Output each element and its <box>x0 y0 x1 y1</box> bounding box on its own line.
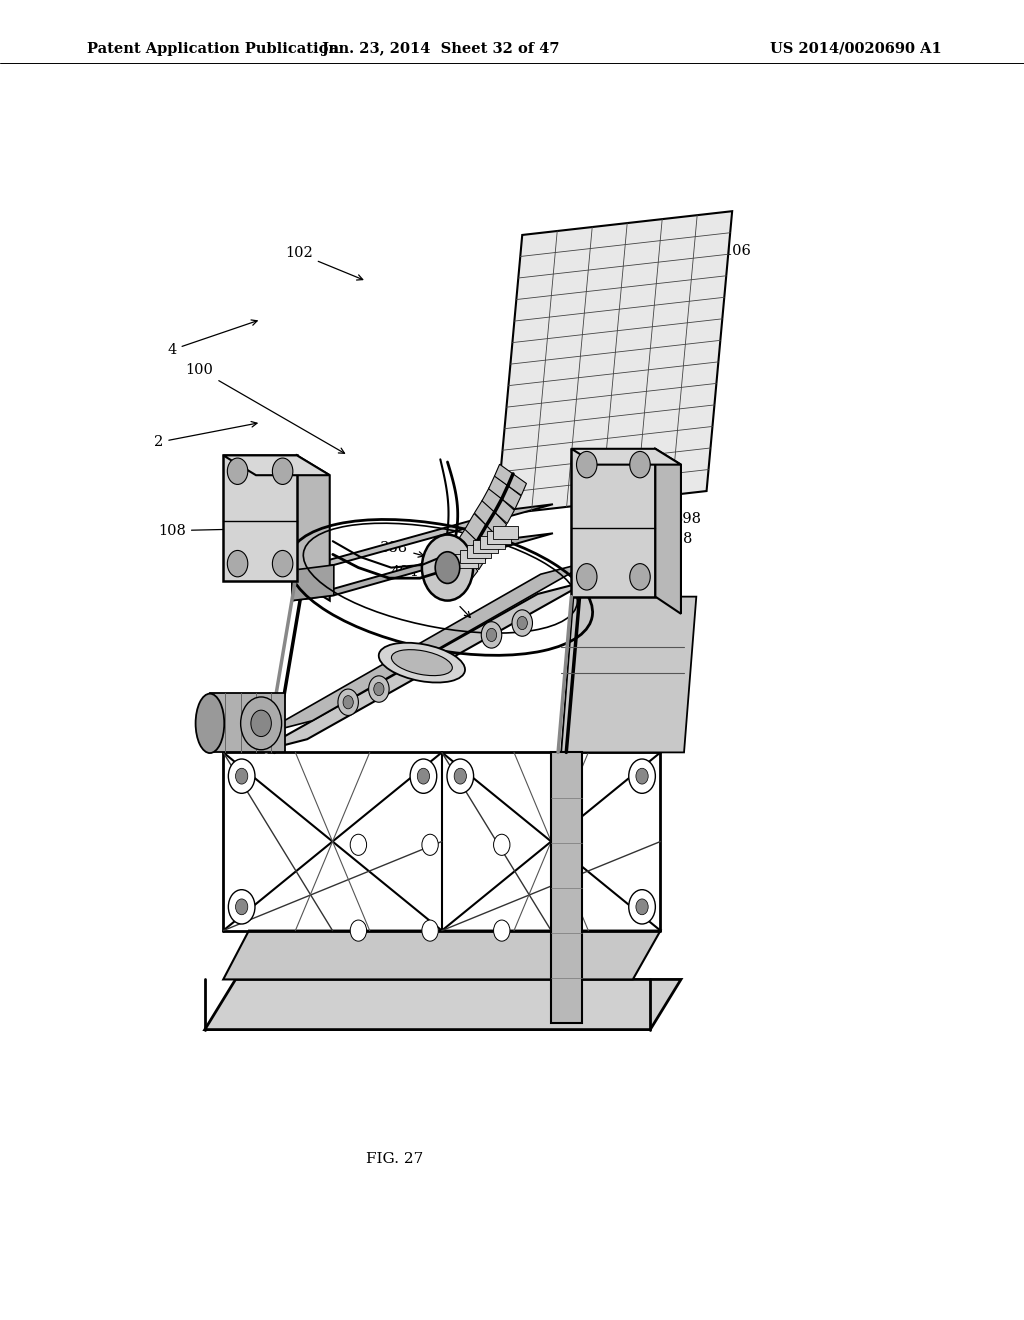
Circle shape <box>494 920 510 941</box>
Circle shape <box>338 689 358 715</box>
Circle shape <box>227 550 248 577</box>
Circle shape <box>629 759 655 793</box>
Polygon shape <box>455 528 489 570</box>
Text: 398: 398 <box>641 512 702 525</box>
Polygon shape <box>292 565 334 601</box>
Polygon shape <box>465 513 499 553</box>
Text: 108: 108 <box>158 524 285 537</box>
Circle shape <box>410 759 436 793</box>
Polygon shape <box>497 211 732 515</box>
Circle shape <box>577 451 597 478</box>
Circle shape <box>236 768 248 784</box>
Circle shape <box>630 564 650 590</box>
Circle shape <box>228 890 255 924</box>
Circle shape <box>343 696 353 709</box>
Circle shape <box>636 899 648 915</box>
Circle shape <box>517 616 527 630</box>
Text: 100: 100 <box>185 363 344 453</box>
Circle shape <box>369 676 389 702</box>
Polygon shape <box>655 449 681 614</box>
Ellipse shape <box>391 649 453 676</box>
Circle shape <box>251 710 271 737</box>
Polygon shape <box>223 455 297 581</box>
Text: 386: 386 <box>649 471 702 484</box>
Text: 6: 6 <box>445 590 470 618</box>
Polygon shape <box>454 554 478 568</box>
Circle shape <box>236 899 248 915</box>
Circle shape <box>272 550 293 577</box>
Polygon shape <box>571 449 655 597</box>
Polygon shape <box>551 752 582 1023</box>
Circle shape <box>374 682 384 696</box>
Polygon shape <box>205 979 681 1030</box>
Ellipse shape <box>196 694 224 752</box>
Polygon shape <box>486 531 511 544</box>
Circle shape <box>636 768 648 784</box>
Circle shape <box>494 834 510 855</box>
Circle shape <box>629 890 655 924</box>
Polygon shape <box>494 527 518 540</box>
Polygon shape <box>210 693 285 752</box>
Circle shape <box>350 834 367 855</box>
Polygon shape <box>460 549 484 562</box>
Circle shape <box>486 628 497 642</box>
Circle shape <box>241 697 282 750</box>
Text: 4: 4 <box>167 319 257 356</box>
Text: 104: 104 <box>586 277 657 304</box>
Polygon shape <box>223 455 330 475</box>
Polygon shape <box>482 487 514 524</box>
Polygon shape <box>297 455 330 601</box>
Circle shape <box>228 759 255 793</box>
Text: Jan. 23, 2014  Sheet 32 of 47: Jan. 23, 2014 Sheet 32 of 47 <box>322 42 559 55</box>
Text: 388: 388 <box>380 541 424 557</box>
Polygon shape <box>467 545 492 558</box>
Polygon shape <box>261 561 592 734</box>
Polygon shape <box>480 536 505 549</box>
Polygon shape <box>495 465 526 495</box>
Circle shape <box>418 768 430 784</box>
Circle shape <box>350 920 367 941</box>
Ellipse shape <box>379 643 465 682</box>
Circle shape <box>435 552 460 583</box>
Text: 106: 106 <box>653 244 752 314</box>
Polygon shape <box>292 504 553 570</box>
Text: Patent Application Publication: Patent Application Publication <box>87 42 339 55</box>
Text: US 2014/0020690 A1: US 2014/0020690 A1 <box>770 42 942 55</box>
Polygon shape <box>561 597 696 752</box>
Polygon shape <box>488 475 521 510</box>
Polygon shape <box>473 540 498 553</box>
Circle shape <box>446 759 473 793</box>
Polygon shape <box>571 449 681 465</box>
Polygon shape <box>292 533 553 601</box>
Polygon shape <box>474 500 507 537</box>
Circle shape <box>481 622 502 648</box>
Circle shape <box>422 834 438 855</box>
Text: 102: 102 <box>285 247 362 280</box>
Polygon shape <box>444 543 478 586</box>
Circle shape <box>455 768 467 784</box>
Circle shape <box>577 564 597 590</box>
Polygon shape <box>223 931 660 979</box>
Circle shape <box>630 451 650 478</box>
Circle shape <box>272 458 293 484</box>
Text: FIG. 27: FIG. 27 <box>366 1152 423 1166</box>
Polygon shape <box>256 581 589 752</box>
Circle shape <box>422 535 473 601</box>
Text: 2: 2 <box>154 421 257 449</box>
Text: 404: 404 <box>390 565 438 583</box>
Circle shape <box>512 610 532 636</box>
Circle shape <box>227 458 248 484</box>
Circle shape <box>422 920 438 941</box>
Text: 8: 8 <box>637 532 693 545</box>
